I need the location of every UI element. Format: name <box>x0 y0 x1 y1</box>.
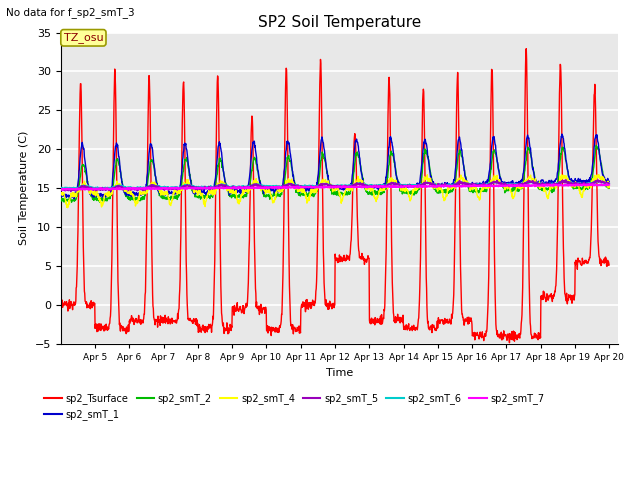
Text: TZ_osu: TZ_osu <box>63 32 103 43</box>
Legend: sp2_Tsurface, sp2_smT_1, sp2_smT_2, sp2_smT_4, sp2_smT_5, sp2_smT_6, sp2_smT_7: sp2_Tsurface, sp2_smT_1, sp2_smT_2, sp2_… <box>40 389 549 424</box>
Y-axis label: Soil Temperature (C): Soil Temperature (C) <box>19 131 29 245</box>
X-axis label: Time: Time <box>326 368 353 378</box>
Title: SP2 Soil Temperature: SP2 Soil Temperature <box>258 15 421 30</box>
Text: No data for f_sp2_smT_3: No data for f_sp2_smT_3 <box>6 7 135 18</box>
